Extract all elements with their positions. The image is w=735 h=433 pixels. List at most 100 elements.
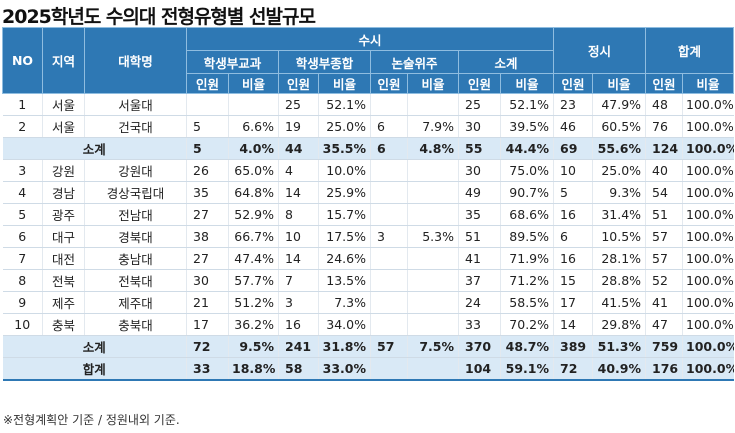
cell-count: 370: [458, 335, 501, 358]
cell-ratio: 31.4%: [592, 203, 646, 226]
cell-ratio: 31.8%: [318, 335, 371, 358]
row-no: 9: [2, 291, 43, 314]
cell-ratio: 100.0%: [682, 335, 734, 358]
cell-ratio: 100.0%: [682, 93, 734, 116]
cell-count: 14: [278, 247, 319, 270]
cell-ratio: 100.0%: [682, 137, 734, 160]
cell-count: 27: [186, 203, 229, 226]
footnote: ※전형계획안 기준 / 정원내외 기준.: [3, 413, 180, 427]
row-no: 2: [2, 115, 43, 138]
cell-ratio: 17.5%: [318, 225, 371, 248]
cell-ratio: 33.0%: [318, 357, 371, 381]
cell-ratio: [407, 159, 459, 182]
row-label: 소계: [2, 137, 187, 160]
cell-count: 30: [186, 269, 229, 292]
cell-ratio: 58.5%: [499, 291, 554, 314]
row-region: 제주: [42, 291, 85, 314]
cell-count: [370, 159, 408, 182]
cell-count: 33: [458, 313, 501, 336]
row-no: 6: [2, 225, 43, 248]
cell-count: 76: [645, 115, 683, 138]
table-header: NO 지역 대학명 수시 정시 합계 학생부교과 학생부종합 논술위주 소계 인…: [2, 27, 735, 94]
cell-ratio: 66.7%: [228, 225, 279, 248]
cell-count: 24: [458, 291, 501, 314]
cell-ratio: 71.2%: [499, 269, 554, 292]
cell-ratio: 7.5%: [407, 335, 459, 358]
cell-ratio: 28.8%: [592, 269, 646, 292]
cell-ratio: 70.2%: [499, 313, 554, 336]
cell-ratio: 10.5%: [592, 225, 646, 248]
cell-ratio: 9.5%: [228, 335, 279, 358]
cell-ratio: 4.0%: [228, 137, 279, 160]
table-row: 7 대전 충남대 27 47.4% 14 24.6% 41 71.9% 16 28.1% 57 100.…: [2, 247, 734, 270]
cell-count: 241: [278, 335, 319, 358]
cell-count: 47: [645, 313, 683, 336]
cell-count: 5: [186, 115, 229, 138]
cell-ratio: 100.0%: [682, 357, 734, 381]
cell-count: 26: [186, 159, 229, 182]
cell-count: [370, 269, 408, 292]
cell-count: [370, 357, 408, 381]
row-no: 1: [2, 93, 43, 116]
cell-count: 6: [370, 115, 408, 138]
cell-count: 17: [186, 313, 229, 336]
header-ratio: 비율: [228, 73, 279, 94]
selection-table: NO 지역 대학명 수시 정시 합계 학생부교과 학생부종합 논술위주 소계 인…: [2, 27, 735, 381]
table-row: 6 대구 경북대 38 66.7% 10 17.5% 3 5.3% 51 89.5% 6 10.5% 57…: [2, 225, 734, 248]
header-total: 합계: [645, 27, 735, 74]
cell-count: 25: [458, 93, 501, 116]
cell-count: 25: [278, 93, 319, 116]
cell-count: 37: [458, 269, 501, 292]
cell-count: 58: [278, 357, 319, 381]
cell-ratio: 65.0%: [228, 159, 279, 182]
cell-ratio: 7.9%: [407, 115, 459, 138]
cell-count: 124: [645, 137, 683, 160]
cell-count: [370, 181, 408, 204]
table-row: 4 경남 경상국립대 35 64.8% 14 25.9% 49 90.7% 5 9.3% 54 100.…: [2, 181, 734, 204]
cell-count: 17: [553, 291, 593, 314]
cell-count: 30: [458, 159, 501, 182]
cell-count: 16: [553, 247, 593, 270]
header-susi: 수시: [185, 27, 555, 51]
cell-count: [370, 291, 408, 314]
cell-count: 5: [186, 137, 229, 160]
cell-ratio: 59.1%: [499, 357, 554, 381]
cell-ratio: 90.7%: [499, 181, 554, 204]
subtotal-row: 소계 5 4.0% 44 35.5% 6 4.8% 55 44.4% 69 55.6% 124 100.…: [2, 137, 734, 160]
row-region: 경남: [42, 181, 85, 204]
row-no: 8: [2, 269, 43, 292]
cell-count: 10: [553, 159, 593, 182]
header-count: 인원: [186, 73, 229, 94]
cell-count: 49: [458, 181, 501, 204]
cell-count: 57: [645, 247, 683, 270]
table-row: 10 충북 충북대 17 36.2% 16 34.0% 33 70.2% 14 29.8% 47 100…: [2, 313, 734, 336]
cell-count: 389: [553, 335, 593, 358]
cell-count: 33: [186, 357, 229, 381]
cell-ratio: 25.0%: [318, 115, 371, 138]
subtotal-row: 소계 72 9.5% 241 31.8% 57 7.5% 370 48.7% 389 51.3% 75…: [2, 335, 734, 358]
cell-count: 40: [645, 159, 683, 182]
cell-ratio: [407, 291, 459, 314]
header-univ: 대학명: [84, 27, 187, 94]
cell-ratio: 7.3%: [318, 291, 371, 314]
cell-ratio: 57.7%: [228, 269, 279, 292]
cell-count: 55: [458, 137, 501, 160]
cell-ratio: 75.0%: [499, 159, 554, 182]
cell-count: 30: [458, 115, 501, 138]
table-row: 2 서울 건국대 5 6.6% 19 25.0% 6 7.9% 30 39.5% 46 60.5% 76 1…: [2, 115, 734, 138]
table-body: 1 서울 서울대 25 52.1% 25 52.1% 23 47.9% 48 100.0% 2 서울 건국…: [2, 93, 734, 381]
cell-ratio: [407, 357, 459, 381]
row-univ: 강원대: [84, 159, 187, 182]
cell-count: 759: [645, 335, 683, 358]
header-region: 지역: [42, 27, 85, 94]
row-univ: 전남대: [84, 203, 187, 226]
cell-ratio: 52.1%: [318, 93, 371, 116]
cell-count: 48: [645, 93, 683, 116]
header-count: 인원: [278, 73, 319, 94]
cell-ratio: [407, 269, 459, 292]
row-univ: 건국대: [84, 115, 187, 138]
row-no: 4: [2, 181, 43, 204]
header-group-nonsul: 논술위주: [370, 50, 459, 74]
cell-count: 72: [553, 357, 593, 381]
table-row: 8 전북 전북대 30 57.7% 7 13.5% 37 71.2% 15 28.8% 52 100.0…: [2, 269, 734, 292]
